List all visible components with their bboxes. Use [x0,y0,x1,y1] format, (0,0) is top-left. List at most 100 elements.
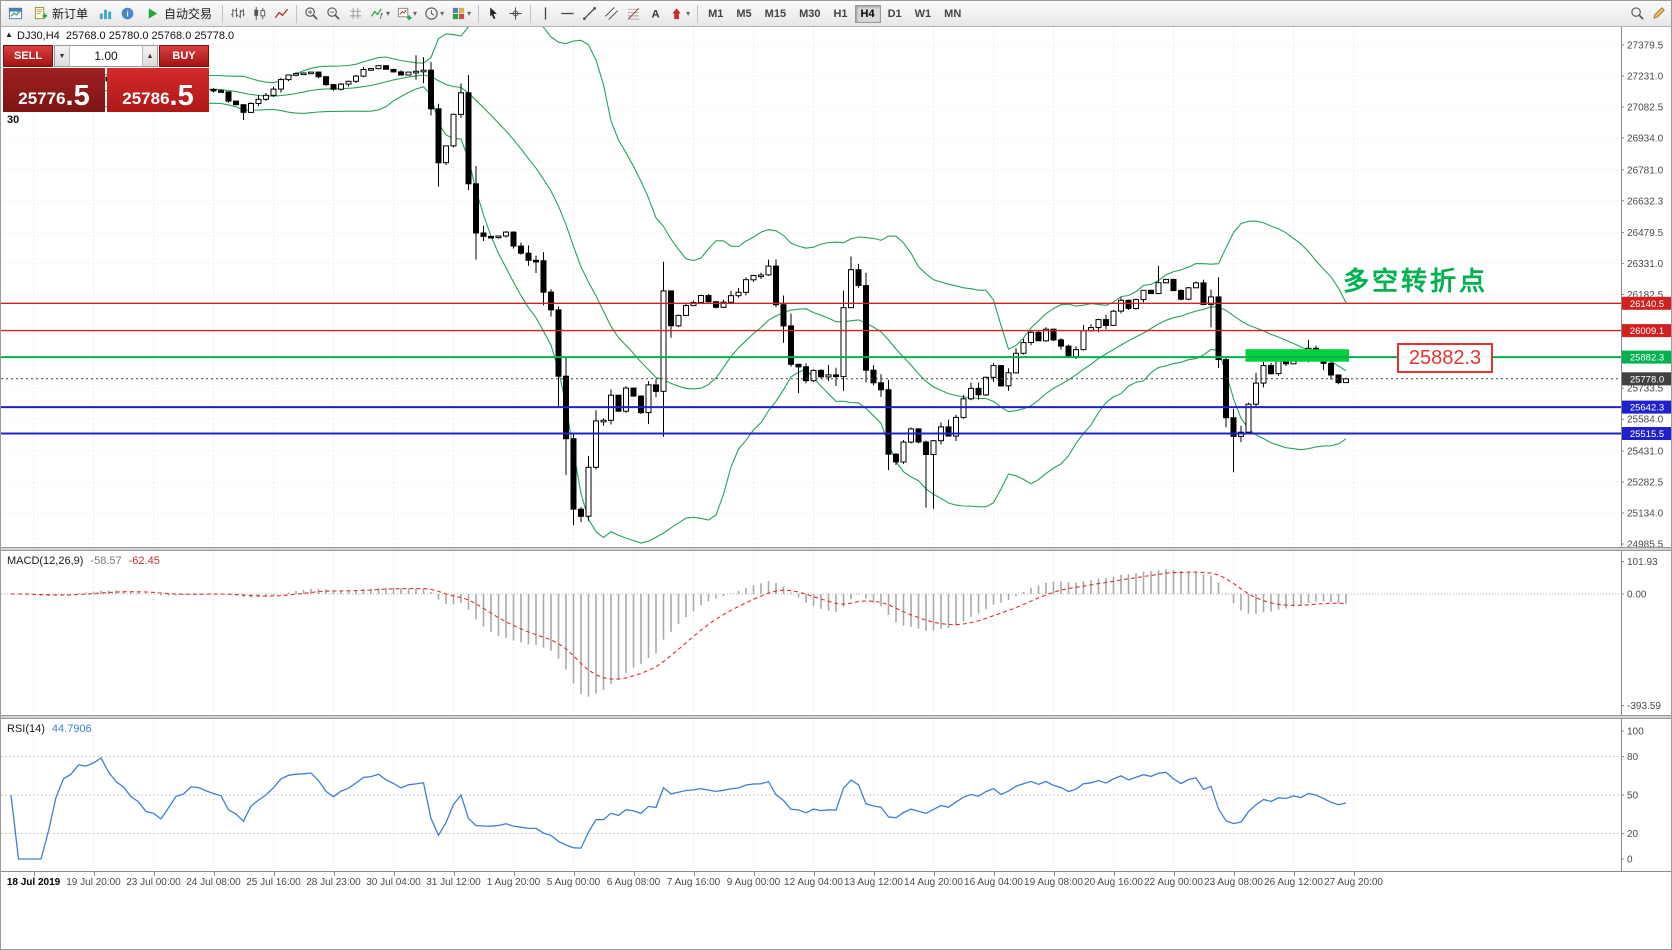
time-axis-tick [33,872,35,876]
macd-histogram [17,569,1347,697]
edit-icon[interactable] [1648,3,1669,25]
svg-text:i: i [126,9,128,19]
toolbar-separator [697,4,699,23]
time-axis-tick [813,872,815,876]
svg-text:0.00: 0.00 [1627,590,1647,601]
svg-text:80: 80 [1627,752,1639,763]
bar-chart-icon[interactable] [227,3,248,25]
autotrading-button[interactable]: 自动交易 [139,3,218,25]
volume-decrease-button[interactable]: ▼ [55,46,70,66]
timeframe-mn[interactable]: MN [938,5,967,23]
sell-button[interactable]: SELL [3,45,53,67]
svg-text:26140.5: 26140.5 [1630,299,1664,310]
market-watch-icon[interactable] [95,3,116,25]
market-watch-icon [98,6,113,21]
svg-text:26479.5: 26479.5 [1627,228,1664,239]
dropdown-arrow-icon: ▾ [686,9,691,18]
timeframe-h4[interactable]: H4 [854,4,881,23]
buy-button[interactable]: BUY [159,45,209,67]
level-lines[interactable] [1,302,1621,435]
sell-price-display[interactable]: 25776.5 [3,68,105,112]
equidistant-channel-icon[interactable] [601,3,622,25]
svg-text:25282.5: 25282.5 [1627,478,1664,489]
time-axis-label: 19 Jul 20:00 [66,877,121,888]
bollinger-upper-band [10,27,1347,350]
timeframe-d1[interactable]: D1 [882,5,908,23]
panel-splitter[interactable] [1,547,1671,551]
crosshair-icon[interactable] [505,3,526,25]
time-axis-tick [633,872,635,876]
volume-input[interactable] [70,46,142,66]
time-axis-label: 12 Aug 04:00 [784,877,843,888]
time-axis-tick [573,872,575,876]
indicators-icon[interactable]: f ▾ [367,3,393,25]
timeframe-h1[interactable]: H1 [827,5,853,23]
svg-text:0: 0 [1627,855,1633,866]
fibonacci-retracement-icon[interactable] [623,3,644,25]
time-axis-label: 27 Aug 20:00 [1324,877,1383,888]
price-tag [1622,400,1671,414]
app-window-icon[interactable] [5,3,26,25]
highlight-zone[interactable] [1245,349,1350,362]
symbol-fragment-label: 30 [7,114,20,126]
one-click-trading-panel: SELL ▼ ▲ BUY 25776.5 25786.5 [3,45,209,112]
time-axis-label: 24 Jul 08:00 [186,877,241,888]
one-click-collapse-icon[interactable]: ▲ [5,30,13,39]
arrow-objects-icon[interactable]: ▾ [667,3,693,25]
panel-splitter[interactable] [1,715,1671,719]
toolbar-right-group [1627,3,1669,25]
autotrading-play-icon [145,6,160,21]
svg-text:25733.5: 25733.5 [1627,384,1664,395]
volume-increase-button[interactable]: ▲ [142,46,157,66]
candlestick-chart-icon[interactable] [249,3,270,25]
data-window-icon[interactable]: i [117,3,138,25]
candlestick-series [8,55,1349,526]
timeframe-m5[interactable]: M5 [730,5,757,23]
templates-icon [451,6,466,21]
macd-plot[interactable]: 101.93 0.00 -393.59 [1,551,1672,715]
timeframe-m15[interactable]: M15 [759,5,792,23]
line-chart-icon [274,6,289,21]
svg-text:20: 20 [1627,829,1639,840]
time-axis-tick [933,872,935,876]
toolbar: 新订单 i 自动交易 f ▾ ▾ ▾ ▾ A ▾ M1 M5 M15 M30 H1 H4 D1 W1 MN [1,1,1671,27]
data-window-icon: i [120,6,135,21]
vertical-line-icon[interactable] [535,3,556,25]
timeframe-w1[interactable]: W1 [909,5,938,23]
rsi-plot[interactable]: 100 80 50 20 0 [1,719,1672,871]
price-callout-label[interactable]: 25882.3 [1397,343,1493,373]
time-axis-tick [1173,872,1175,876]
trendline-icon[interactable] [579,3,600,25]
chart-annotation-text[interactable]: 多空转折点 [1343,266,1489,296]
templates-icon[interactable]: ▾ [448,3,474,25]
grid-icon[interactable] [345,3,366,25]
rsi-panel: 100 80 50 20 0 RSI(14) 44.7906 [1,719,1672,871]
price-chart-plot[interactable]: 27379.5 27231.0 27082.5 26934.0 26781.0 26632… [1,27,1672,547]
timeframe-m1[interactable]: M1 [702,5,729,23]
dropdown-arrow-icon: ▾ [440,9,445,18]
zoom-out-icon[interactable] [323,3,344,25]
text-label-icon[interactable]: A [645,3,666,25]
periodicity-icon[interactable]: ▾ [421,3,447,25]
timeframe-m30[interactable]: M30 [793,5,826,23]
svg-text:100: 100 [1627,727,1644,738]
price-tag [1622,427,1671,440]
cursor-icon[interactable] [483,3,504,25]
time-axis-label: 25 Jul 16:00 [246,877,301,888]
horizontal-line-icon[interactable] [557,3,578,25]
search-icon[interactable] [1627,3,1648,25]
zoom-in-icon[interactable] [301,3,322,25]
buy-price-display[interactable]: 25786.5 [107,68,209,112]
svg-text:26331.0: 26331.0 [1627,259,1664,270]
grid-icon [348,6,363,21]
new-chart-icon[interactable]: ▾ [394,3,420,25]
macd-label: MACD(12,26,9) -58.57 -62.45 [7,555,160,567]
svg-text:25882.3: 25882.3 [1630,353,1664,364]
time-axis-label: 7 Aug 16:00 [666,877,721,888]
crosshair-icon [508,6,523,21]
bar-chart-icon [230,6,245,21]
time-axis[interactable]: 18 Jul 2019 19 Jul 20:00 23 Jul 00:00 24 Ju… [1,871,1671,893]
new-order-button[interactable]: 新订单 [27,3,94,25]
time-axis-label: 14 Aug 20:00 [904,877,963,888]
line-chart-icon[interactable] [271,3,292,25]
